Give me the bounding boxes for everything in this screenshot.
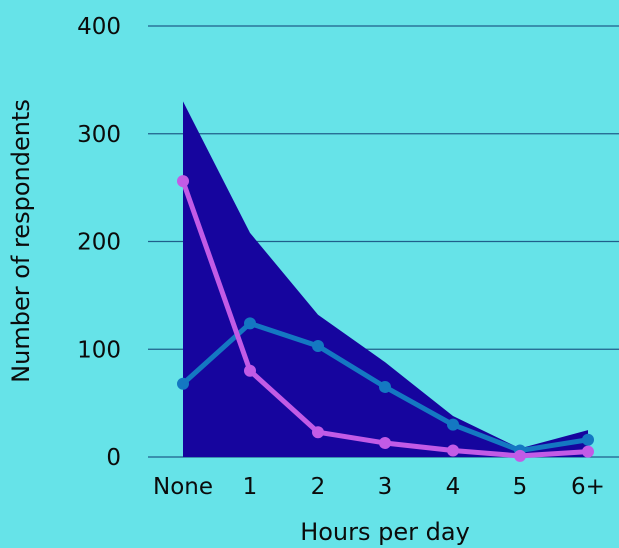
y-axis-title: Number of respondents: [7, 99, 35, 383]
area-series: [183, 101, 588, 458]
data-point: [447, 418, 459, 431]
data-point: [582, 445, 594, 458]
x-tick-label: 6+: [571, 474, 605, 500]
line-series-2: [177, 175, 594, 462]
data-point: [447, 444, 459, 457]
data-point: [514, 449, 526, 462]
data-point: [312, 426, 324, 439]
y-tick-label: 300: [77, 122, 121, 148]
x-tick-label: 2: [311, 474, 326, 500]
area-series-fill: [183, 101, 588, 458]
data-point: [379, 380, 391, 393]
data-point: [177, 377, 189, 390]
x-tick-label: 1: [243, 474, 258, 500]
y-tick-label: 200: [77, 230, 121, 256]
line-series: [177, 175, 594, 462]
data-point: [312, 340, 324, 353]
data-point: [582, 433, 594, 446]
data-point: [379, 436, 391, 449]
x-tick-label: 3: [378, 474, 393, 500]
x-tick-label: None: [153, 474, 213, 500]
x-tick-label: 4: [446, 474, 461, 500]
x-tick-labels: None 1 2 3 4 5 6+: [153, 474, 605, 500]
y-tick-labels: 0 100 200 300 400: [77, 14, 121, 471]
x-tick-label: 5: [513, 474, 528, 500]
data-point: [177, 175, 189, 188]
y-tick-label: 0: [106, 445, 121, 471]
data-point: [244, 364, 256, 377]
y-tick-label: 100: [77, 337, 121, 363]
y-tick-label: 400: [77, 14, 121, 40]
data-point: [244, 317, 256, 330]
x-axis-title: Hours per day: [300, 518, 470, 546]
